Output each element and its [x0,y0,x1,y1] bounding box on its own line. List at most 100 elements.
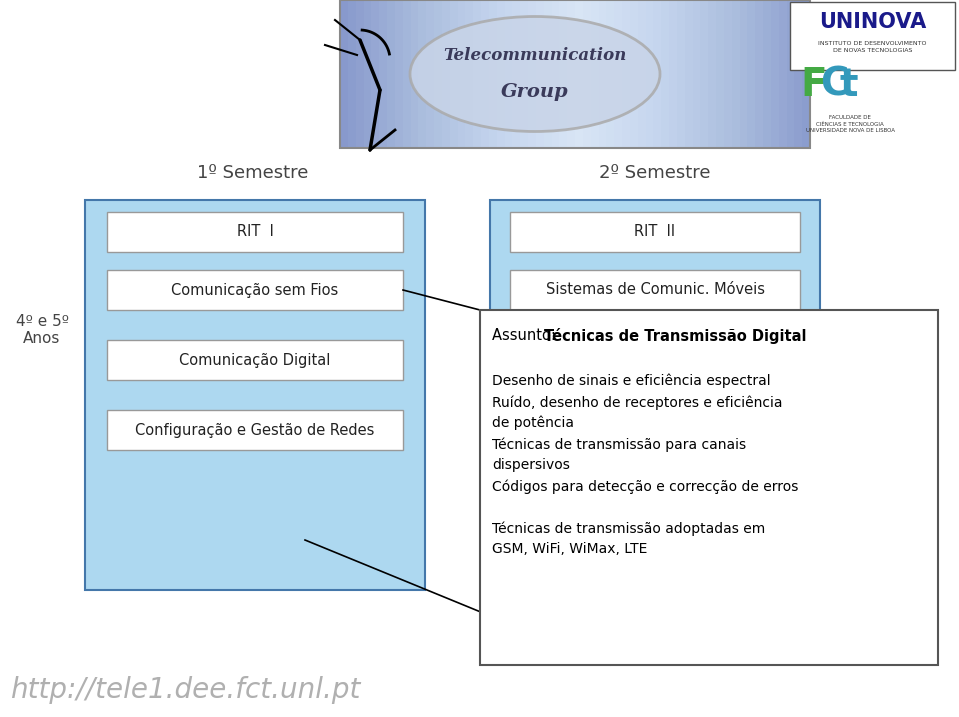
Bar [107,340,403,380]
Bar [465,0,474,148]
Bar [363,0,372,148]
Text: de potência: de potência [492,416,574,430]
Bar [395,0,404,148]
Bar [763,0,772,148]
Text: Telecommunication: Telecommunication [443,47,626,65]
Bar [583,0,592,148]
Bar [387,0,396,148]
Bar [692,0,701,148]
Bar [790,2,955,70]
Bar [716,0,725,148]
Text: Assunto:: Assunto: [492,328,560,343]
Bar [591,0,599,148]
Text: C: C [820,66,849,104]
Bar [418,0,427,148]
Bar [340,0,810,148]
Bar [473,0,482,148]
Bar [481,0,490,148]
Bar [575,0,584,148]
Bar [497,0,505,148]
Bar [348,0,357,148]
Text: Técnicas de Transmissão Digital: Técnicas de Transmissão Digital [544,328,807,344]
Bar [528,0,537,148]
Text: RIT  II: RIT II [635,224,675,239]
Bar [551,0,560,148]
Bar [771,0,780,148]
Bar [510,270,800,310]
Bar [379,0,388,148]
Bar [426,0,435,148]
Bar [614,0,623,148]
Bar [434,0,443,148]
Bar [85,200,425,590]
Text: http://tele1.dee.fct.unl.pt: http://tele1.dee.fct.unl.pt [10,676,361,704]
Text: Códigos para detecção e correcção de erros: Códigos para detecção e correcção de err… [492,479,799,493]
Bar [747,0,756,148]
Bar [559,0,568,148]
Bar [685,0,693,148]
Text: 2º Semestre: 2º Semestre [599,164,711,182]
Text: t: t [840,66,858,104]
Bar [489,0,498,148]
Text: Técnicas de transmissão adoptadas em: Técnicas de transmissão adoptadas em [492,521,765,536]
Bar [356,0,364,148]
Bar [512,0,521,148]
Bar [520,0,529,148]
Text: UNINOVA: UNINOVA [819,12,926,32]
Bar [504,0,513,148]
Bar [107,270,403,310]
Ellipse shape [410,16,660,131]
Bar [606,0,615,148]
Bar [403,0,411,148]
Bar [544,0,552,148]
Bar [567,0,576,148]
Bar [653,0,662,148]
Bar [490,200,820,465]
Text: Sistemas de Comunic. Móveis: Sistemas de Comunic. Móveis [546,282,764,298]
Text: RIT  I: RIT I [237,224,273,239]
Bar [802,0,811,148]
Text: Ruído, desenho de receptores e eficiência: Ruído, desenho de receptores e eficiênci… [492,395,783,409]
Bar [598,0,607,148]
Bar [700,0,709,148]
Bar [669,0,678,148]
Text: Comunicação Digital: Comunicação Digital [179,353,331,368]
Bar [779,0,787,148]
Text: GSM, WiFi, WiMax, LTE: GSM, WiFi, WiMax, LTE [492,542,647,556]
Text: Técnicas de transmissão para canais: Técnicas de transmissão para canais [492,437,746,452]
Bar [661,0,670,148]
Bar [410,0,419,148]
Text: 1º Semestre: 1º Semestre [198,164,309,182]
Bar [457,0,466,148]
Text: Comunicação sem Fios: Comunicação sem Fios [172,282,339,298]
Bar [638,0,646,148]
Text: dispersivos: dispersivos [492,458,570,472]
Bar [107,410,403,450]
Bar [536,0,545,148]
Text: 4º e 5º
Anos: 4º e 5º Anos [15,314,68,346]
Bar [450,0,458,148]
Text: FACULDADE DE
CIÊNCIAS E TECNOLOGIA
UNIVERSIDADE NOVA DE LISBOA: FACULDADE DE CIÊNCIAS E TECNOLOGIA UNIVE… [806,115,895,133]
Bar [371,0,380,148]
Bar [739,0,748,148]
Bar [708,0,717,148]
Bar [480,310,938,665]
Text: INSTITUTO DE DESENVOLVIMENTO
DE NOVAS TECNOLOGIAS: INSTITUTO DE DESENVOLVIMENTO DE NOVAS TE… [818,41,926,53]
Bar [677,0,686,148]
Bar [510,212,800,252]
Text: Desenho de sinais e eficiência espectral: Desenho de sinais e eficiência espectral [492,374,771,389]
Bar [732,0,740,148]
Bar [630,0,639,148]
Bar [794,0,804,148]
Bar [107,212,403,252]
Bar [724,0,733,148]
Bar [622,0,631,148]
Bar [442,0,451,148]
Text: Group: Group [502,83,569,101]
Bar [645,0,654,148]
Bar [755,0,764,148]
Bar [786,0,795,148]
Text: Configuração e Gestão de Redes: Configuração e Gestão de Redes [135,422,375,437]
Text: F: F [800,66,827,104]
Bar [340,0,349,148]
